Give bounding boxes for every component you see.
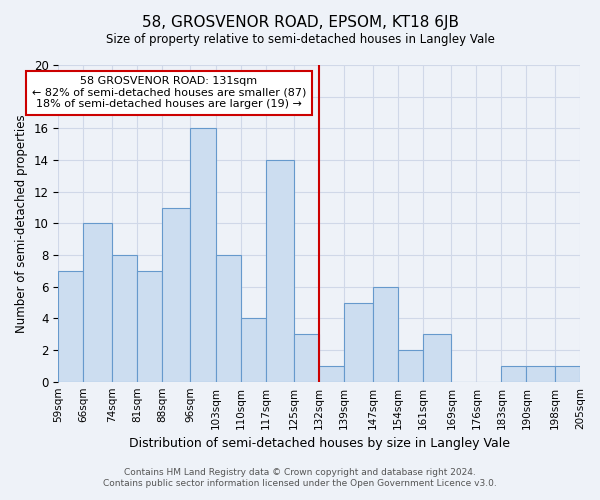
Bar (555, 366, 580, 382)
Bar (526, 366, 555, 382)
Bar (373, 286, 398, 382)
Text: Size of property relative to semi-detached houses in Langley Vale: Size of property relative to semi-detach… (106, 32, 494, 46)
Bar (398, 350, 423, 382)
Bar (190, 128, 215, 382)
Text: 58 GROSVENOR ROAD: 131sqm
← 82% of semi-detached houses are smaller (87)
18% of : 58 GROSVENOR ROAD: 131sqm ← 82% of semi-… (32, 76, 306, 110)
Bar (319, 366, 344, 382)
Bar (215, 255, 241, 382)
Bar (241, 318, 266, 382)
Bar (502, 366, 526, 382)
X-axis label: Distribution of semi-detached houses by size in Langley Vale: Distribution of semi-detached houses by … (128, 437, 509, 450)
Bar (423, 334, 451, 382)
Text: Contains HM Land Registry data © Crown copyright and database right 2024.
Contai: Contains HM Land Registry data © Crown c… (103, 468, 497, 487)
Bar (344, 302, 373, 382)
Bar (137, 271, 162, 382)
Y-axis label: Number of semi-detached properties: Number of semi-detached properties (15, 114, 28, 332)
Bar (162, 208, 190, 382)
Bar (266, 160, 294, 382)
Text: 58, GROSVENOR ROAD, EPSOM, KT18 6JB: 58, GROSVENOR ROAD, EPSOM, KT18 6JB (142, 15, 458, 30)
Bar (294, 334, 319, 382)
Bar (83, 224, 112, 382)
Bar (58, 271, 83, 382)
Bar (112, 255, 137, 382)
